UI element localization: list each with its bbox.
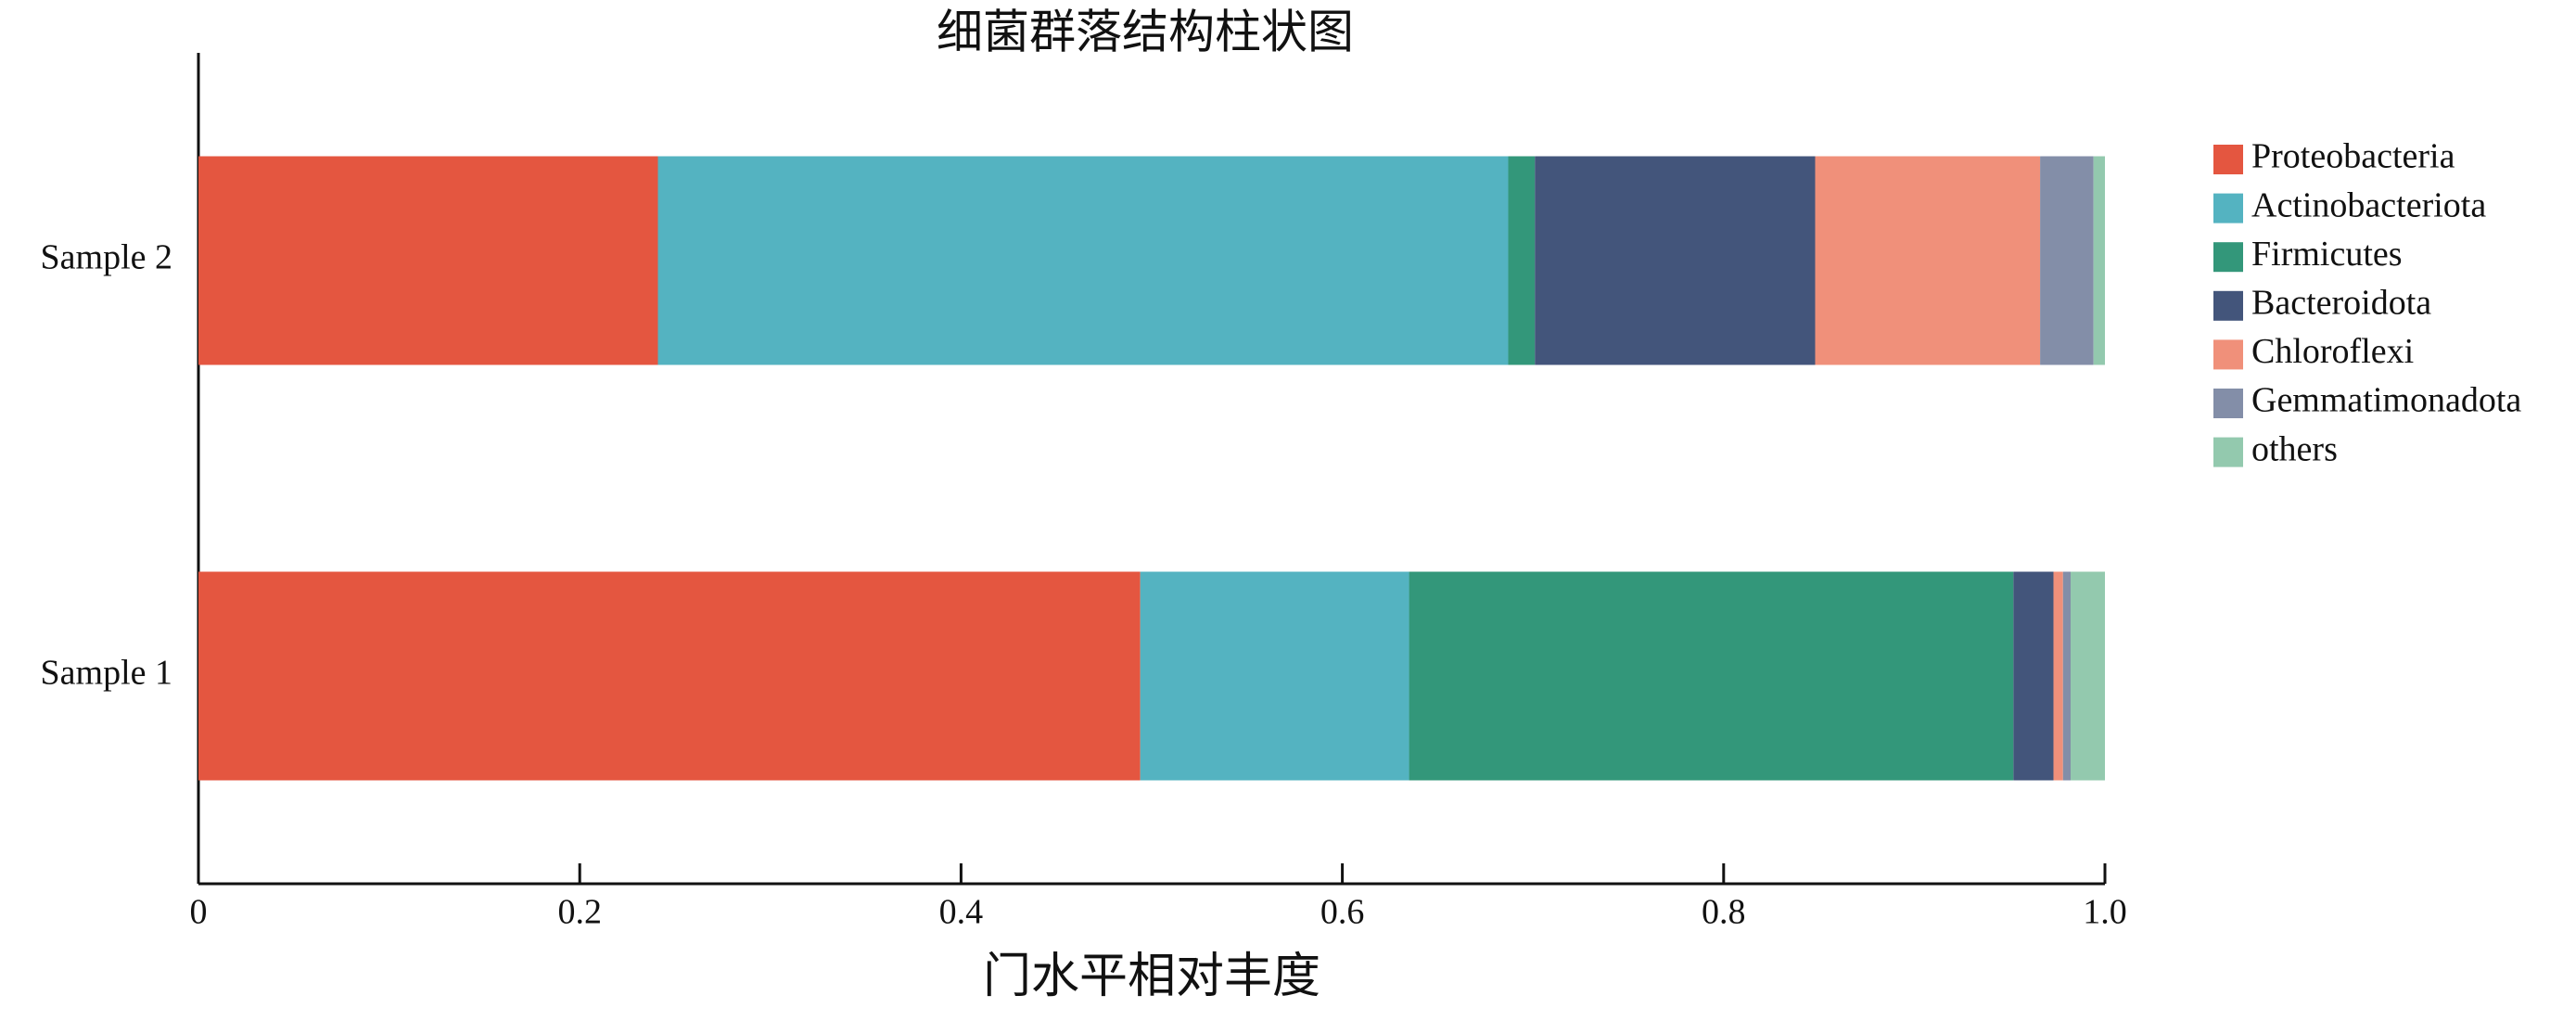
x-tick-label: 1.0 [2083,893,2127,932]
legend-label: Proteobacteria [2251,137,2455,176]
bar-segment [2013,571,2054,781]
legend-swatch [2213,339,2243,370]
legend-swatch [2213,193,2243,223]
y-tick-label: Sample 2 [41,238,172,277]
legend-swatch [2213,389,2243,418]
bar-segment [2053,571,2063,781]
legend-swatch [2213,145,2243,174]
legend-label: Chloroflexi [2251,332,2414,371]
bar-segment [2093,156,2105,365]
bar-segment [1535,156,1816,365]
chart-title: 细菌群落结构柱状图 [937,6,1354,57]
legend-label: others [2251,429,2338,468]
bar-segment [1508,156,1536,365]
bar-segment [198,156,658,365]
bar-segment [2062,571,2071,781]
legend-label: Bacteroidota [2251,284,2431,323]
x-tick-label: 0.2 [557,893,602,932]
x-tick-label: 0 [190,893,208,932]
legend-swatch [2213,437,2243,467]
x-tick-label: 0.4 [939,893,984,932]
bar-segment [657,156,1509,365]
bar-segment [1815,156,2041,365]
bar-segment [2070,571,2105,781]
y-tick-label: Sample 1 [41,654,172,693]
bar-segment [1409,571,2014,781]
x-tick-label: 0.8 [1702,893,1746,932]
bar-segment [1140,571,1409,781]
x-tick-label: 0.6 [1320,893,1365,932]
legend-label: Firmicutes [2251,235,2403,274]
legend-label: Gemmatimonadota [2251,381,2521,420]
bar-segment [2040,156,2094,365]
legend-swatch [2213,242,2243,273]
legend-label: Actinobacteriota [2251,185,2486,224]
bar-segment [198,571,1141,781]
x-axis-title: 门水平相对丰度 [983,951,1320,1003]
legend-swatch [2213,290,2243,321]
